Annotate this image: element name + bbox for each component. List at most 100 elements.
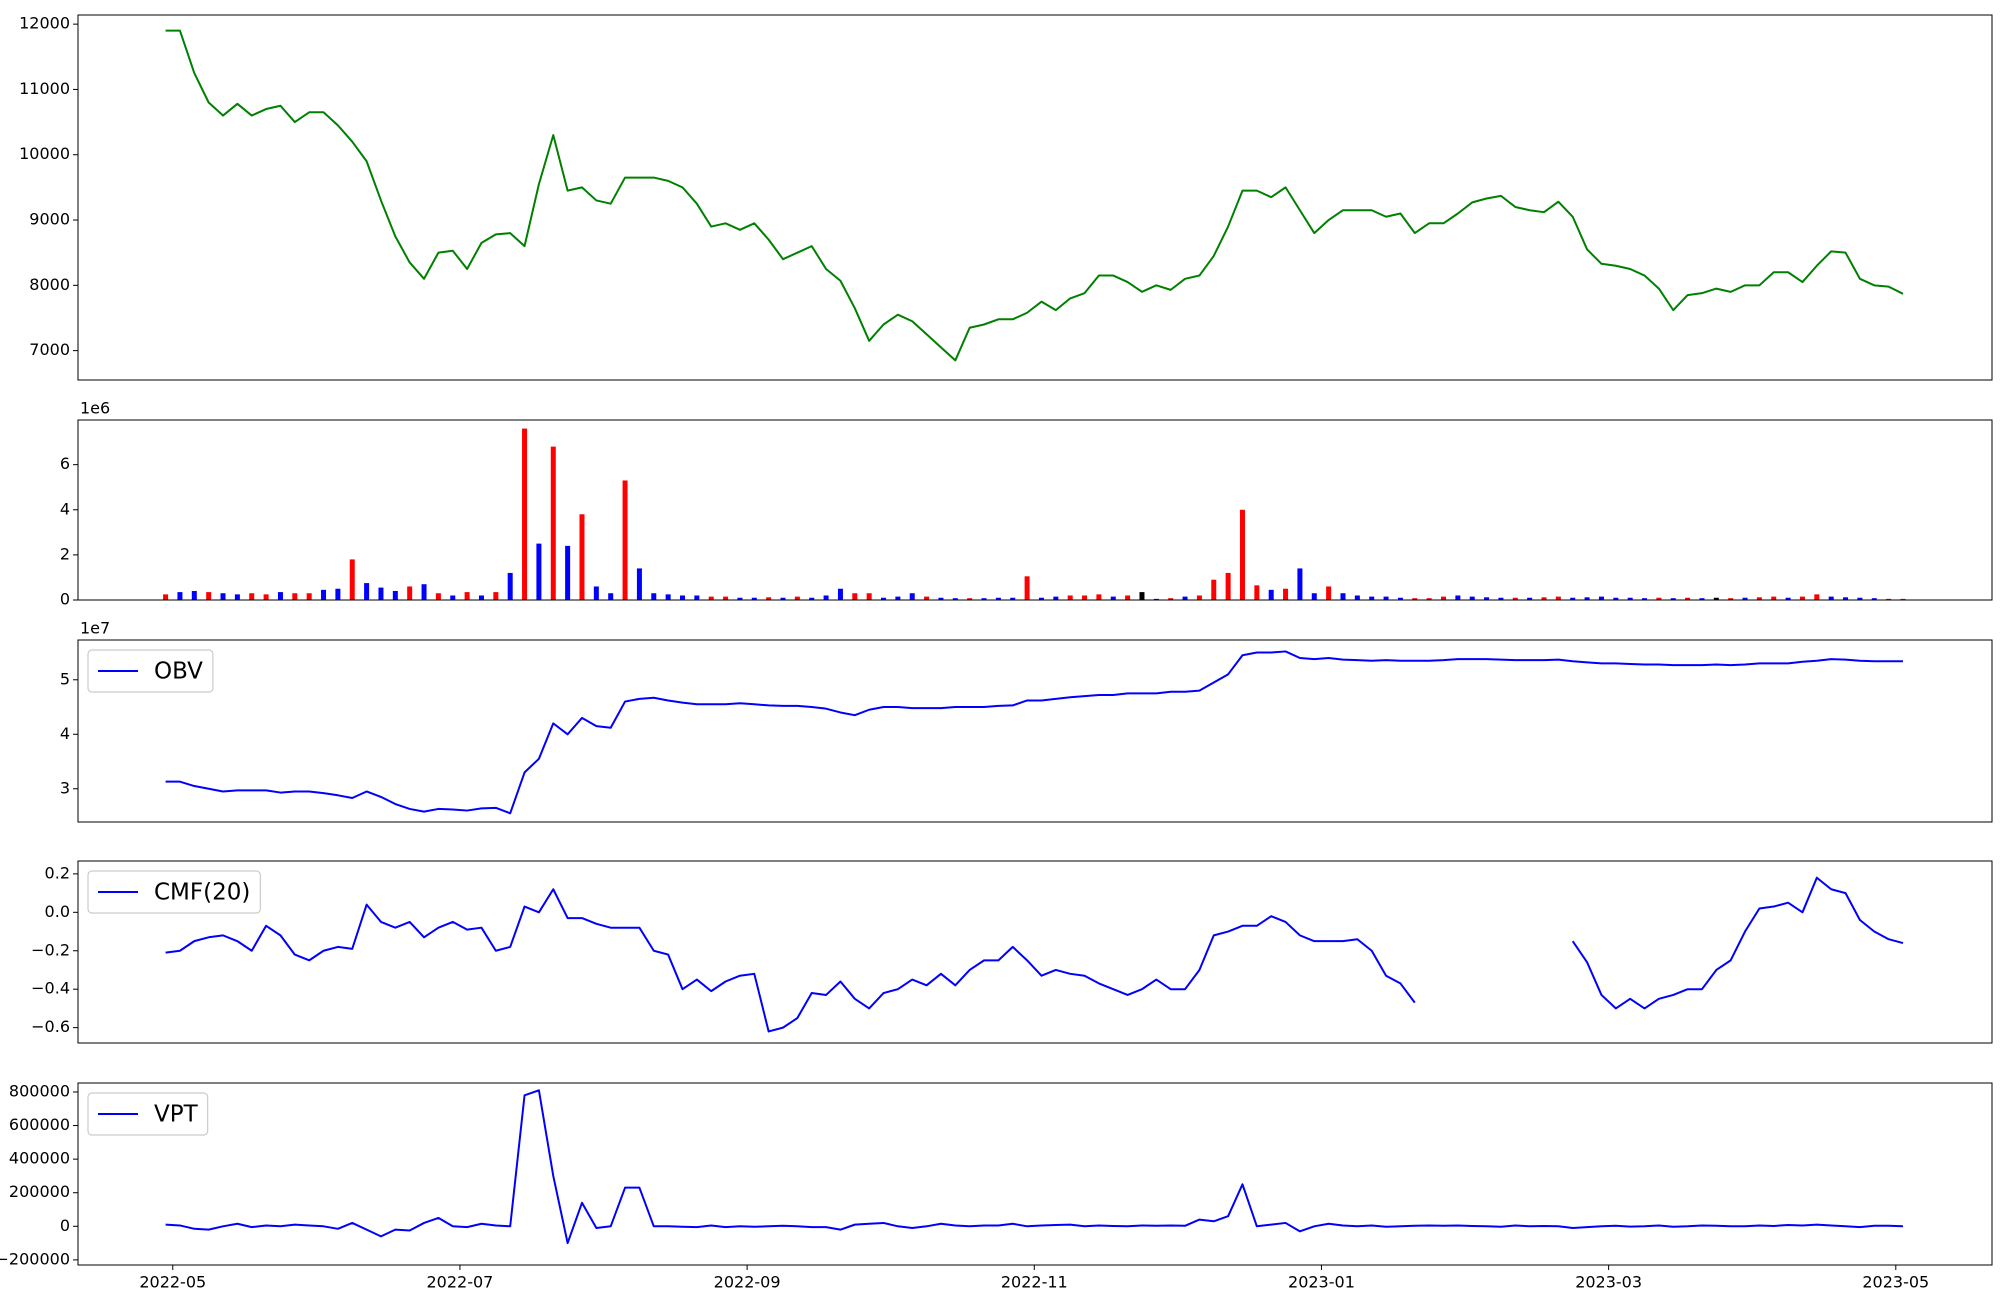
y-tick-label: −0.4 [31, 979, 70, 998]
bar [608, 593, 614, 600]
bar [306, 593, 312, 600]
y-tick-label: 4 [60, 499, 70, 518]
bar [550, 446, 556, 600]
y-tick-label: 11000 [19, 79, 70, 98]
bar [694, 595, 700, 600]
bar [1656, 597, 1662, 600]
bar [522, 428, 528, 600]
bar [493, 592, 499, 600]
y-tick-label: 12000 [19, 14, 70, 33]
bar [1125, 595, 1131, 600]
bar [1096, 594, 1102, 600]
data-line [165, 29, 1904, 362]
bar [1857, 597, 1863, 600]
bar [852, 593, 858, 600]
legend-box [87, 649, 214, 693]
bar [981, 598, 987, 600]
bar [536, 543, 542, 600]
bar [1441, 596, 1447, 600]
bar [967, 598, 973, 600]
bar [579, 514, 585, 600]
bar [177, 592, 183, 600]
y-offset-label: 1e7 [80, 619, 110, 638]
bar [1627, 597, 1633, 600]
data-line [165, 1089, 1904, 1245]
bar [679, 595, 685, 600]
bar [1211, 579, 1217, 600]
bar [881, 597, 887, 600]
y-tick-label: −200000 [0, 1249, 70, 1268]
bar [163, 594, 169, 600]
bar [1010, 597, 1016, 600]
bar [1082, 595, 1088, 600]
bar [708, 596, 714, 600]
bar [1814, 594, 1820, 600]
bar [737, 597, 743, 600]
legend-box [87, 870, 261, 914]
legend-box [87, 1092, 209, 1136]
bar [407, 586, 413, 600]
bar [1785, 597, 1791, 600]
bar [464, 592, 470, 600]
bar [665, 594, 671, 600]
bar [1024, 576, 1030, 600]
bar [263, 594, 269, 600]
y-tick-label: 0 [60, 590, 70, 609]
x-tick-label: 2022-11 [1001, 1273, 1068, 1292]
bar [349, 559, 355, 600]
axes-frame [77, 419, 1993, 601]
bar [234, 594, 240, 600]
bar [1354, 595, 1360, 600]
bar [1067, 595, 1073, 600]
x-tick-label: 2022-07 [427, 1273, 494, 1292]
bar [723, 596, 729, 600]
data-line [165, 876, 1904, 1033]
y-tick-label: −0.6 [31, 1017, 70, 1036]
bar [837, 588, 843, 600]
bar [1153, 598, 1159, 600]
bar [191, 590, 197, 600]
bar [924, 596, 930, 600]
bar [1584, 597, 1590, 600]
bar [1484, 597, 1490, 600]
y-offset-label: 1e6 [80, 399, 110, 418]
bar [277, 592, 283, 600]
y-tick-label: 0.2 [45, 863, 70, 882]
bar [938, 597, 944, 600]
bar [1383, 596, 1389, 600]
bar [1110, 596, 1116, 600]
y-tick-label: 200000 [9, 1182, 70, 1201]
bar [1527, 597, 1533, 600]
bar [565, 545, 571, 600]
bar [651, 593, 657, 600]
bar [1254, 585, 1260, 600]
bar [1340, 593, 1346, 600]
bar [1756, 597, 1762, 600]
bar [292, 593, 298, 600]
bar [636, 568, 642, 600]
bar [1685, 597, 1691, 600]
bar [952, 598, 958, 600]
bar [1412, 598, 1418, 600]
bar [1670, 598, 1676, 600]
bar [1168, 598, 1174, 600]
y-tick-label: 0 [60, 1216, 70, 1235]
bar [1771, 596, 1777, 600]
y-tick-label: 8000 [29, 275, 70, 294]
bar [1455, 595, 1461, 600]
bar [1268, 589, 1274, 600]
bar [1196, 595, 1202, 600]
bar [1498, 597, 1504, 600]
y-tick-label: 3 [60, 778, 70, 797]
bar [1871, 598, 1877, 600]
x-tick-label: 2022-09 [714, 1273, 781, 1292]
legend-label: VPT [154, 1102, 199, 1128]
bar [622, 480, 628, 600]
bar [1713, 597, 1719, 600]
y-tick-label: 0.0 [45, 902, 70, 921]
bar [1326, 586, 1332, 600]
y-tick-label: 6 [60, 454, 70, 473]
data-line [165, 650, 1903, 815]
